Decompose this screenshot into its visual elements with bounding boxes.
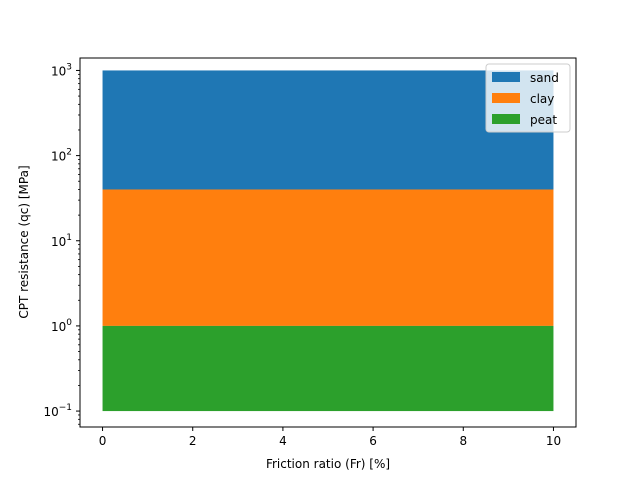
x-axis: 0 2 4 6 8 10 — [99, 427, 561, 448]
x-tick-label: 2 — [189, 434, 197, 448]
x-axis-label: Friction ratio (Fr) [%] — [266, 457, 390, 471]
x-tick-label: 8 — [459, 434, 467, 448]
legend-label-clay: clay — [530, 92, 554, 106]
y-tick-label: 102 — [51, 148, 72, 164]
y-tick-label: 10−1 — [43, 403, 72, 419]
legend-swatch-clay — [492, 93, 520, 103]
legend-swatch-peat — [492, 114, 520, 124]
legend-label-sand: sand — [530, 71, 559, 85]
area-peat — [102, 325, 554, 412]
area-clay — [102, 189, 554, 326]
plot-frame — [79, 57, 577, 428]
y-tick-label: 103 — [51, 62, 72, 78]
legend-label-peat: peat — [530, 113, 557, 127]
legend-swatch-sand — [492, 72, 520, 82]
y-axis: 10−1 100 101 102 103 — [43, 62, 80, 425]
y-tick-label: 101 — [51, 233, 72, 249]
y-axis-label: CPT resistance (qc) [MPa] — [17, 165, 31, 318]
x-tick-label: 10 — [546, 434, 561, 448]
x-tick-label: 4 — [279, 434, 287, 448]
x-tick-label: 0 — [99, 434, 107, 448]
legend: sand clay peat — [485, 63, 571, 133]
plot-areas — [102, 70, 554, 412]
area-sand — [102, 70, 554, 190]
y-tick-label: 100 — [51, 318, 72, 334]
x-tick-label: 6 — [369, 434, 377, 448]
